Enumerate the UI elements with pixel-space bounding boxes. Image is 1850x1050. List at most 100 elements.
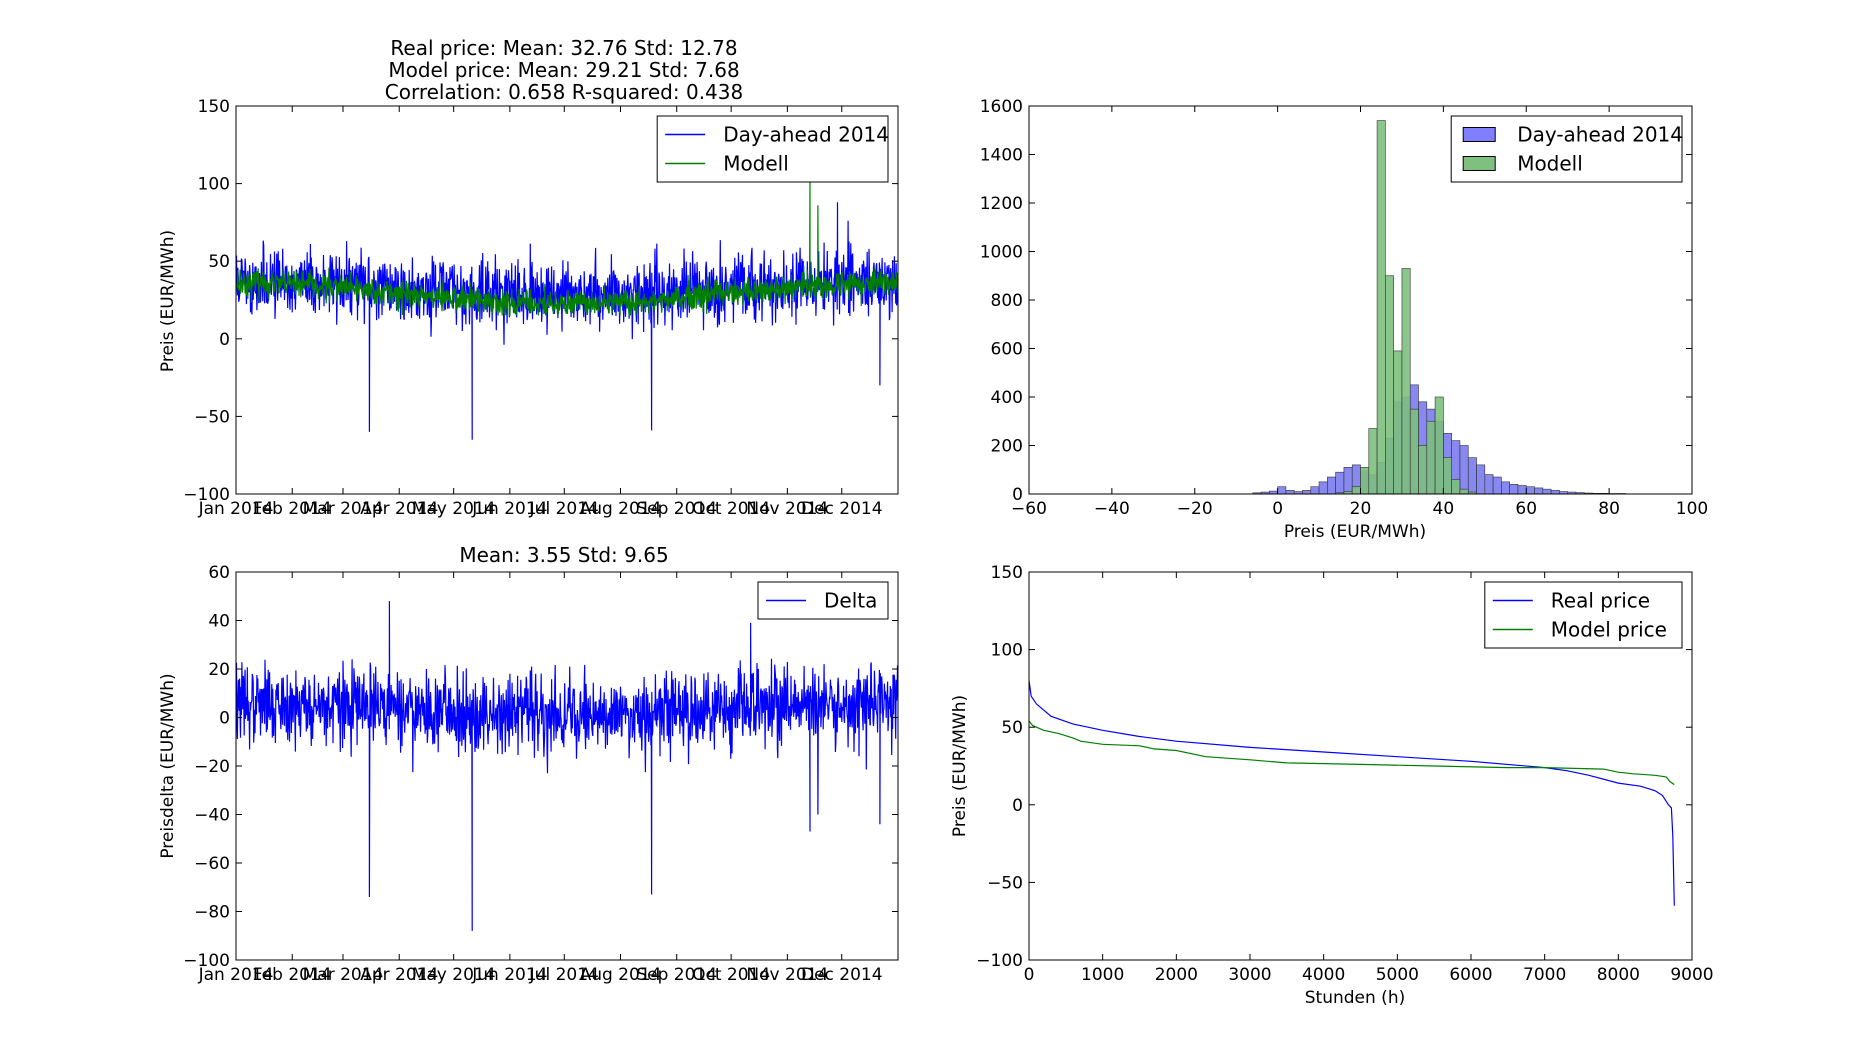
chart2-bar bbox=[1443, 457, 1452, 495]
chart4-ytick-label: −50 bbox=[987, 873, 1023, 893]
chart3-series-line-delta bbox=[236, 601, 898, 931]
panel-price-histogram: Preis (EUR/MWh) 020040060080010001200140… bbox=[980, 97, 1708, 542]
chart2-bar bbox=[1434, 396, 1444, 495]
chart3-legend-label: Delta bbox=[824, 589, 877, 613]
chart2-bar bbox=[1327, 476, 1336, 495]
chart4-xtick-label: 7000 bbox=[1523, 965, 1566, 985]
chart2-bar bbox=[1302, 490, 1312, 495]
chart2-ytick-label: 600 bbox=[991, 340, 1023, 360]
chart2-legend-swatch bbox=[1462, 127, 1496, 142]
chart3-ytick-label: −100 bbox=[183, 951, 230, 971]
chart3-xtick-label: Nov 2014 bbox=[746, 965, 828, 985]
chart2-xtick-label: 80 bbox=[1598, 499, 1620, 519]
chart2-bar bbox=[1517, 485, 1527, 495]
chart2-xtick-label: 40 bbox=[1433, 499, 1455, 519]
chart2-bar bbox=[1484, 474, 1494, 495]
chart1-xtick-label: Mar 2014 bbox=[303, 499, 384, 519]
chart4-series-line-real-price bbox=[1028, 680, 1675, 906]
chart3-y-axis-label: Preisdelta (EUR/MWh) bbox=[158, 673, 178, 858]
chart4-xtick-label: 0 bbox=[1024, 965, 1035, 985]
chart2-ytick-label: 1000 bbox=[980, 243, 1023, 263]
chart2-xtick-label: 100 bbox=[1676, 499, 1708, 519]
chart3-xtick-label: Dec 2014 bbox=[801, 965, 883, 985]
chart1-ytick-label: 0 bbox=[219, 330, 230, 350]
chart1-legend: Day-ahead 2014 Modell bbox=[656, 115, 889, 183]
chart4-xtick-label: 1000 bbox=[1081, 965, 1124, 985]
chart3-ytick-label: −20 bbox=[194, 757, 230, 777]
chart1-axes-frame bbox=[235, 105, 899, 495]
chart1-title-line-3: Correlation: 0.658 R-squared: 0.438 bbox=[385, 80, 743, 104]
chart3-ytick-label: 20 bbox=[208, 660, 230, 680]
chart2-ytick-label: 800 bbox=[991, 291, 1023, 311]
chart4-ytick-label: 50 bbox=[1001, 718, 1023, 738]
chart4-y-axis-label: Preis (EUR/MWh) bbox=[950, 695, 970, 837]
panel-price-duration-curve: Stunden (h) Preis (EUR/MWh) −100 −50 0 50 10… bbox=[950, 563, 1714, 1008]
chart2-ytick-label: 200 bbox=[991, 437, 1023, 457]
chart3-ytick-label: −40 bbox=[194, 806, 230, 826]
chart4-plot-area: −100 −50 0 50 100 150 0 1000 2000 3000 4000 5000 600… bbox=[976, 563, 1713, 985]
chart3-xtick-label: Jan 2014 bbox=[198, 965, 274, 985]
chart1-ytick-label: 100 bbox=[198, 175, 230, 195]
chart3-series-group bbox=[236, 601, 898, 931]
chart2-xtick-label: −60 bbox=[1011, 499, 1047, 519]
panel-price-timeseries: Real price: Mean: 32.76 Std: 12.78 Model… bbox=[158, 36, 899, 519]
chart4-xtick-label: 5000 bbox=[1376, 965, 1419, 985]
chart2-bar bbox=[1335, 471, 1345, 495]
chart2-bar bbox=[1492, 476, 1502, 495]
chart1-ytick-label: −100 bbox=[183, 485, 230, 505]
chart4-legend-label: Real price bbox=[1551, 589, 1650, 613]
chart4-xtick-label: 8000 bbox=[1597, 965, 1640, 985]
chart3-xtick-label: Aug 2014 bbox=[580, 965, 662, 985]
chart1-xtick-label: Sep 2014 bbox=[636, 499, 717, 519]
chart1-xtick-label: Nov 2014 bbox=[746, 499, 828, 519]
chart2-bar bbox=[1476, 464, 1486, 495]
chart4-x-axis-label: Stunden (h) bbox=[1305, 988, 1405, 1008]
chart2-ytick-label: 1600 bbox=[980, 97, 1023, 117]
chart3-ytick-label: −60 bbox=[194, 854, 230, 874]
chart2-bar bbox=[1351, 486, 1361, 495]
chart4-xtick-label: 2000 bbox=[1155, 965, 1198, 985]
chart4-ytick-label: 100 bbox=[991, 641, 1023, 661]
chart2-ytick-label: 1400 bbox=[980, 146, 1023, 166]
chart1-xtick-label: Oct 2014 bbox=[692, 499, 770, 519]
chart1-xtick-label: Aug 2014 bbox=[580, 499, 662, 519]
chart2-bar bbox=[1459, 488, 1469, 495]
chart1-xtick-label: Jul 2014 bbox=[529, 499, 599, 519]
chart2-plot-area: 0 200 400 600 800 1000 1200 1400 1600 −60 −40 −20 0 2… bbox=[980, 97, 1708, 519]
chart2-bar bbox=[1376, 120, 1386, 495]
chart1-xtick-label: Jun 2014 bbox=[471, 499, 547, 519]
chart4-legend-label: Model price bbox=[1551, 618, 1667, 642]
chart1-ytick-label: 150 bbox=[198, 97, 230, 117]
chart2-x-axis-label: Preis (EUR/MWh) bbox=[1284, 522, 1426, 542]
chart1-series-group bbox=[236, 180, 898, 440]
chart1-xtick-label: Feb 2014 bbox=[253, 499, 332, 519]
chart2-bar bbox=[1509, 483, 1519, 495]
chart1-series-line-day-ahead bbox=[236, 202, 898, 440]
chart2-xtick-label: −40 bbox=[1094, 499, 1130, 519]
chart2-bar bbox=[1409, 408, 1419, 495]
chart3-ytick-label: −80 bbox=[194, 903, 230, 923]
chart4-legend-box bbox=[1484, 581, 1683, 649]
chart1-ytick-label: −50 bbox=[194, 407, 230, 427]
chart4-ytick-label: 0 bbox=[1012, 796, 1023, 816]
chart2-ytick-label: 1200 bbox=[980, 194, 1023, 214]
chart3-xtick-label: May 2014 bbox=[412, 965, 496, 985]
chart2-xtick-label: 20 bbox=[1350, 499, 1372, 519]
chart1-xtick-label: Jan 2014 bbox=[198, 499, 274, 519]
chart2-bar bbox=[1385, 275, 1394, 495]
chart2-xtick-label: 60 bbox=[1515, 499, 1537, 519]
chart4-ytick-label: 150 bbox=[991, 563, 1023, 583]
chart1-ytick-label: 50 bbox=[208, 252, 230, 272]
chart3-legend: Delta bbox=[757, 581, 889, 620]
chart2-bar bbox=[1467, 457, 1477, 495]
chart2-bar bbox=[1459, 445, 1469, 495]
panel-delta-timeseries: Mean: 3.55 Std: 9.65 Preisdelta (EUR/MWh… bbox=[158, 543, 899, 985]
chart1-legend-box bbox=[656, 115, 889, 183]
chart2-legend-swatch bbox=[1462, 156, 1496, 171]
chart3-xtick-label: Apr 2014 bbox=[360, 965, 438, 985]
chart2-ytick-label: 0 bbox=[1012, 485, 1023, 505]
chart1-title-line-1: Real price: Mean: 32.76 Std: 12.78 bbox=[390, 36, 737, 60]
chart1-xtick-label: May 2014 bbox=[412, 499, 496, 519]
